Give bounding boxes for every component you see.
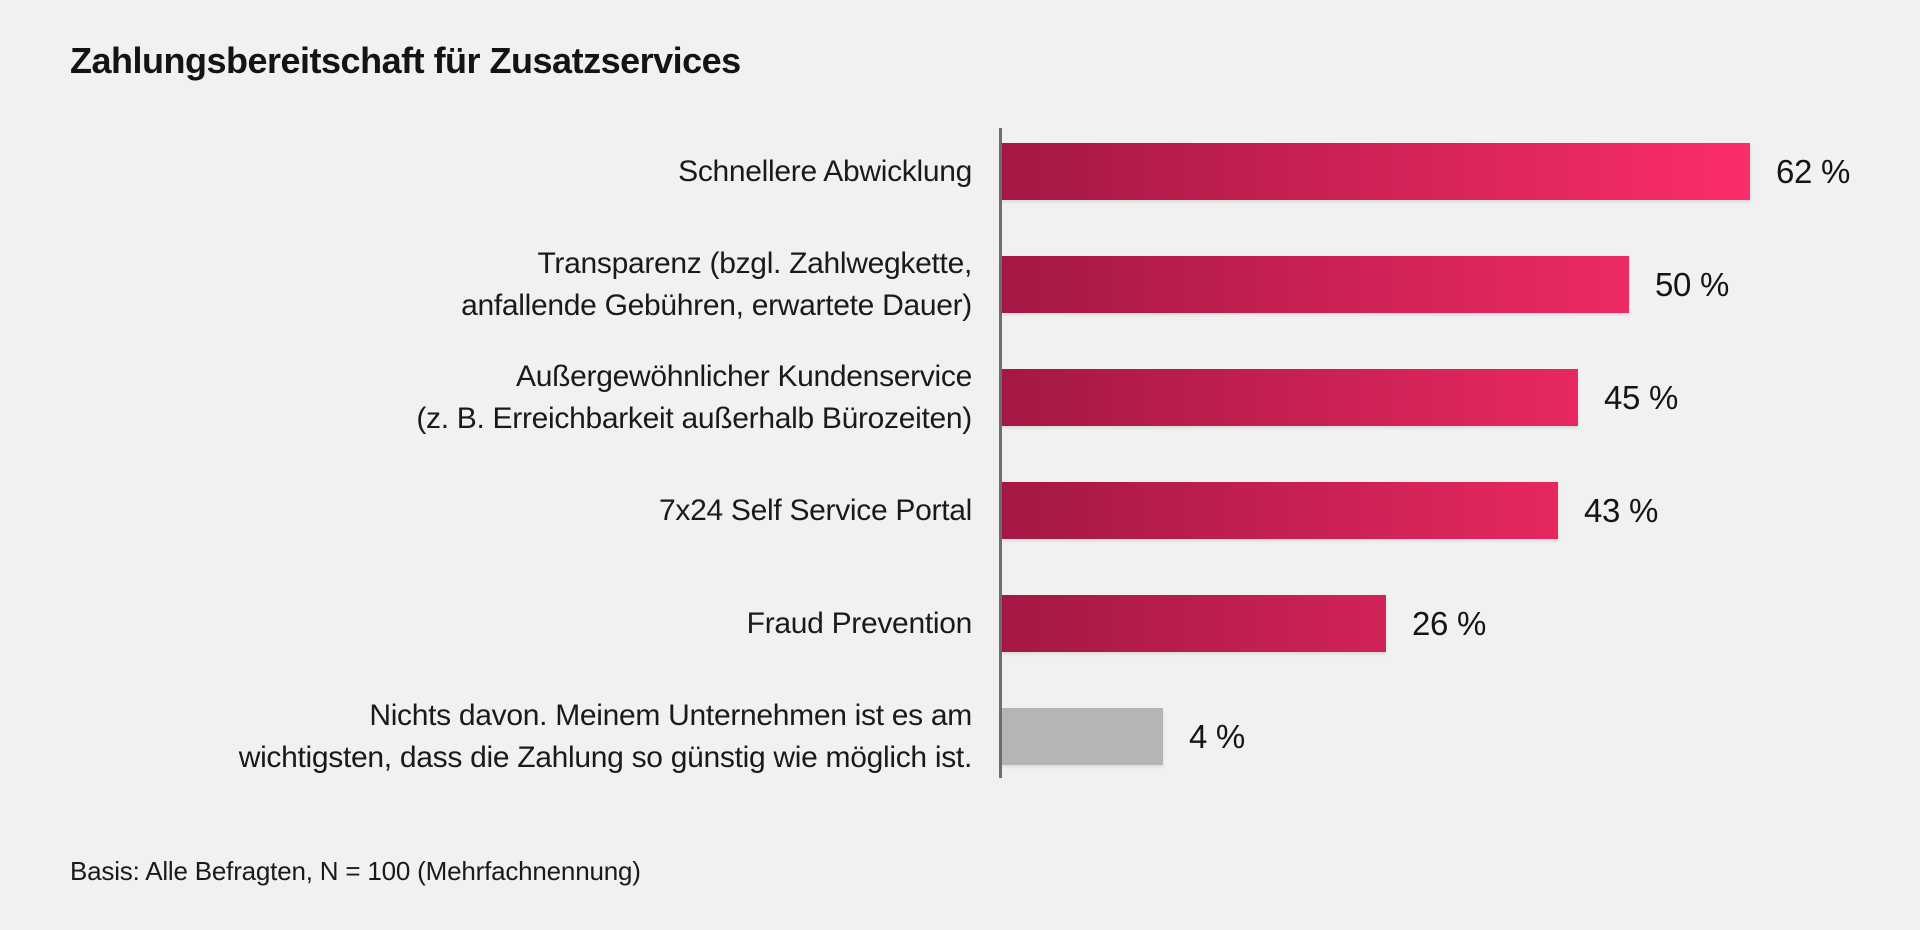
- value-label: 62 %: [1776, 152, 1851, 190]
- zero-baseline-axis: [999, 128, 1002, 778]
- value-label: 50 %: [1655, 265, 1730, 303]
- category-label: Außergewöhnlicher Kundenservice (z. B. Er…: [416, 359, 972, 435]
- bar: [1002, 369, 1578, 426]
- category-label: 7x24 Self Service Portal: [659, 493, 972, 527]
- bar: [1002, 256, 1629, 313]
- basis-note: Basis: Alle Befragten, N = 100 (Mehrfach…: [70, 856, 641, 886]
- value-label: 4 %: [1189, 717, 1245, 755]
- category-label: Fraud Prevention: [746, 606, 973, 640]
- category-label: Transparenz (bzgl. Zahlwegkette, anfallen…: [461, 246, 972, 322]
- bar: [1002, 595, 1386, 652]
- bar: [1002, 708, 1163, 765]
- value-label: 26 %: [1412, 604, 1487, 642]
- category-label: Schnellere Abwicklung: [678, 154, 972, 188]
- bar: [1002, 482, 1558, 539]
- bar: [1002, 143, 1750, 200]
- value-label: 45 %: [1604, 378, 1679, 416]
- category-label: Nichts davon. Meinem Unternehmen ist es …: [238, 698, 973, 774]
- chart-title: Zahlungsbereitschaft für Zusatzservices: [70, 40, 741, 81]
- value-label: 43 %: [1584, 491, 1659, 529]
